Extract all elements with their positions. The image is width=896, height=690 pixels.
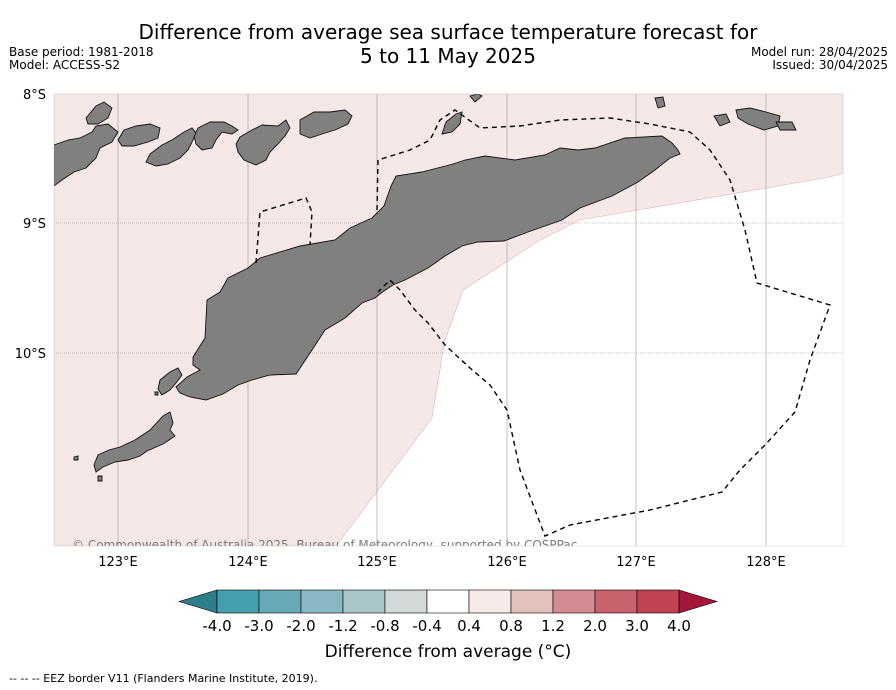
rote-island	[93, 411, 176, 473]
solor-island	[85, 101, 113, 125]
colorbar-segment	[468, 589, 512, 614]
copyright-text: © Commonwealth of Australia 2025, Bureau…	[72, 538, 577, 552]
base-period: Base period: 1981-2018	[9, 45, 154, 59]
colorbar-tick-label: 2.0	[583, 617, 607, 635]
meta-left: Base period: 1981-2018 Model: ACCESS-S2	[9, 46, 154, 72]
lakor-island	[713, 113, 731, 127]
title-line-2: 5 to 11 May 2025	[360, 44, 536, 68]
axis-labels: 123°E 124°E 125°E 126°E 127°E 128°E 8°S …	[15, 88, 786, 570]
colorbar-tick-label: -0.4	[412, 617, 441, 635]
colorbar-segment	[258, 589, 302, 614]
colorbar-tick-label: -2.0	[286, 617, 315, 635]
title-line-1: Difference from average sea surface temp…	[138, 20, 758, 44]
colorbar-segment	[636, 589, 680, 614]
colorbar-segment	[216, 589, 260, 614]
lat-tick-10s: 10°S	[15, 347, 46, 362]
colorbar-tick-label: 1.2	[541, 617, 565, 635]
colorbar-tick-label: 3.0	[625, 617, 649, 635]
lon-tick-128e: 128°E	[746, 555, 786, 570]
lon-tick-126e: 126°E	[487, 555, 527, 570]
atauro-island	[441, 111, 463, 135]
kisar-island	[654, 96, 666, 109]
issued-date: Issued: 30/04/2025	[772, 58, 888, 72]
colorbar-title: Difference from average (°C)	[324, 642, 572, 662]
colorbar-segment	[342, 589, 386, 614]
moa-island	[775, 121, 797, 131]
flores-east-island	[54, 123, 119, 187]
colorbar-arrow-high	[678, 589, 719, 614]
colorbar-segment	[594, 589, 638, 614]
model-name: Model: ACCESS-S2	[9, 58, 121, 72]
eez-border-main	[376, 109, 831, 537]
eez-border	[255, 109, 831, 537]
semau-island	[157, 367, 183, 396]
map-area: © Commonwealth of Australia 2025, Bureau…	[54, 94, 843, 552]
islet-1	[469, 94, 483, 103]
footnote: -- -- -- EEZ border V11 (Flanders Marine…	[9, 672, 318, 685]
lembata-island	[145, 127, 197, 167]
lat-tick-8s: 8°S	[23, 88, 46, 103]
colorbar-tick-label: -3.0	[244, 617, 273, 635]
colorbar-segment	[426, 589, 470, 614]
islet-3	[97, 475, 103, 482]
meta-right: Model run: 28/04/2025 Issued: 30/04/2025	[751, 46, 888, 72]
model-run: Model run: 28/04/2025	[750, 45, 888, 59]
wetar-island	[299, 109, 353, 139]
anomaly-region	[54, 94, 843, 546]
eez-border-north	[255, 197, 313, 264]
colorbar-tick-label: 4.0	[667, 617, 691, 635]
colorbar-tick-label: -1.2	[328, 617, 357, 635]
islet-4	[154, 391, 159, 396]
colorbar-tick-label: -4.0	[202, 617, 231, 635]
pantar-island	[193, 121, 239, 151]
colorbar-segment	[300, 589, 344, 614]
lat-tick-9s: 9°S	[23, 217, 46, 232]
lon-tick-123e: 123°E	[98, 555, 138, 570]
colorbar-tick-label: 0.4	[457, 617, 481, 635]
lon-tick-127e: 127°E	[616, 555, 656, 570]
colorbar-segment	[552, 589, 596, 614]
colorbar-arrow-low	[177, 589, 218, 614]
colorbar-tick-label: 0.8	[499, 617, 523, 635]
lon-tick-124e: 124°E	[228, 555, 268, 570]
colorbar: -4.0 -3.0 -2.0 -1.2 -0.8 -0.4 0.4 0.8 1.2 2.0 3.0 4…	[177, 589, 719, 635]
map-frame	[53, 93, 844, 547]
islet-2	[73, 455, 79, 461]
lon-tick-125e: 125°E	[357, 555, 397, 570]
colorbar-segment	[384, 589, 428, 614]
land	[54, 94, 797, 482]
colorbar-segment	[510, 589, 554, 614]
colorbar-tick-label: -0.8	[370, 617, 399, 635]
timor-island	[175, 135, 681, 401]
adonara-island	[117, 123, 161, 147]
chart-title: Difference from average sea surface temp…	[0, 20, 896, 68]
alor-island	[235, 119, 291, 166]
